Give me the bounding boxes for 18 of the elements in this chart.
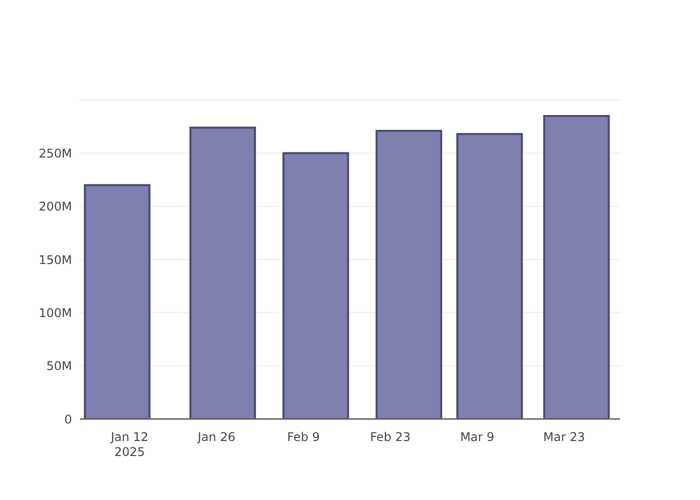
y-tick-label: 200M <box>38 200 72 214</box>
x-tick-label: Feb 9 <box>287 430 320 444</box>
y-tick-label: 250M <box>38 146 72 160</box>
y-tick-label: 100M <box>38 306 72 320</box>
y-tick-label: 0 <box>64 412 72 426</box>
y-tick-label: 50M <box>46 359 72 374</box>
bar <box>84 184 150 419</box>
bar <box>189 126 256 419</box>
bar <box>543 114 610 419</box>
y-tick-label: 150M <box>38 252 72 267</box>
x-tick-label: Mar 9 <box>460 430 494 444</box>
x-tick-label: Feb 23 <box>370 430 411 444</box>
bar <box>282 152 350 419</box>
x-tick-label: Jan 12 2025 <box>110 430 148 459</box>
x-tick-label: Jan 26 <box>196 430 236 444</box>
bar <box>376 130 442 419</box>
x-tick-label: Mar 23 <box>543 430 586 444</box>
bar <box>456 133 523 419</box>
